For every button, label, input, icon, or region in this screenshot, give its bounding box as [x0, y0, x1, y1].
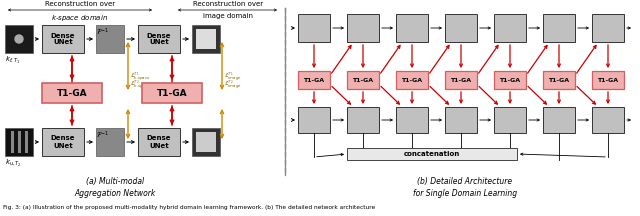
- Circle shape: [15, 35, 23, 43]
- Text: $\mathcal{L}_{image}^{T_1}$: $\mathcal{L}_{image}^{T_1}$: [224, 70, 242, 83]
- Bar: [543, 14, 575, 42]
- Bar: [142, 83, 202, 103]
- Text: $\mathcal{L}_{image}^{T_2}$: $\mathcal{L}_{image}^{T_2}$: [224, 78, 242, 91]
- Text: Dense
UNet: Dense UNet: [147, 135, 172, 149]
- Bar: [347, 14, 379, 42]
- Text: $k_{f,T_1}$: $k_{f,T_1}$: [5, 55, 20, 66]
- Bar: [494, 71, 526, 89]
- Bar: [196, 29, 216, 49]
- Bar: [42, 25, 84, 53]
- Text: image domain: image domain: [203, 13, 253, 19]
- Text: T1-GA: T1-GA: [401, 78, 422, 83]
- Bar: [5, 128, 33, 156]
- Bar: [298, 71, 330, 89]
- Bar: [494, 14, 526, 42]
- Bar: [298, 14, 330, 42]
- Bar: [445, 14, 477, 42]
- Bar: [543, 107, 575, 133]
- Text: Dense
UNet: Dense UNet: [51, 32, 76, 46]
- Bar: [347, 71, 379, 89]
- Bar: [543, 71, 575, 89]
- Bar: [25, 131, 28, 153]
- Text: $k$-space domain: $k$-space domain: [51, 13, 109, 23]
- Text: T1-GA: T1-GA: [451, 78, 472, 83]
- Text: $\mathcal{F}^{-1}$: $\mathcal{F}^{-1}$: [96, 27, 109, 38]
- Text: Reconstruction over: Reconstruction over: [193, 1, 263, 7]
- Text: $\mathcal{L}_{k\text{-}space}^{T_2}$: $\mathcal{L}_{k\text{-}space}^{T_2}$: [130, 78, 150, 91]
- Bar: [5, 25, 33, 53]
- Text: T1-GA: T1-GA: [57, 89, 87, 97]
- Bar: [592, 107, 624, 133]
- Bar: [96, 128, 124, 156]
- Text: (a) Multi-modal
Aggregation Network: (a) Multi-modal Aggregation Network: [74, 177, 156, 198]
- Bar: [192, 25, 220, 53]
- Text: (b) Detailed Architecture
for Single Domain Learning: (b) Detailed Architecture for Single Dom…: [413, 177, 517, 198]
- Bar: [347, 107, 379, 133]
- Bar: [494, 107, 526, 133]
- Text: Dense
UNet: Dense UNet: [147, 32, 172, 46]
- Bar: [445, 71, 477, 89]
- Bar: [192, 128, 220, 156]
- Bar: [96, 25, 124, 53]
- Text: T1-GA: T1-GA: [597, 78, 619, 83]
- Bar: [18, 131, 21, 153]
- Text: Reconstruction over: Reconstruction over: [45, 1, 115, 7]
- Bar: [445, 107, 477, 133]
- Bar: [42, 83, 102, 103]
- Text: concatenation: concatenation: [404, 151, 460, 157]
- Bar: [196, 132, 216, 152]
- Text: Fig. 3: (a) Illustration of the proposed multi-modality hybrid domain learning f: Fig. 3: (a) Illustration of the proposed…: [3, 205, 375, 210]
- Bar: [347, 148, 517, 160]
- Bar: [396, 14, 428, 42]
- Bar: [298, 107, 330, 133]
- Bar: [138, 128, 180, 156]
- Text: $k_{u,T_2}$: $k_{u,T_2}$: [5, 158, 22, 169]
- Text: $\mathcal{F}^{-1}$: $\mathcal{F}^{-1}$: [96, 130, 109, 141]
- Bar: [42, 128, 84, 156]
- Text: Dense
UNet: Dense UNet: [51, 135, 76, 149]
- Text: T1-GA: T1-GA: [548, 78, 570, 83]
- Text: $\mathcal{L}_{k\text{-}space}^{T_1}$: $\mathcal{L}_{k\text{-}space}^{T_1}$: [130, 70, 150, 83]
- Text: T1-GA: T1-GA: [157, 89, 188, 97]
- Text: T1-GA: T1-GA: [499, 78, 520, 83]
- Text: T1-GA: T1-GA: [353, 78, 374, 83]
- Bar: [592, 14, 624, 42]
- Bar: [11, 131, 14, 153]
- Bar: [592, 71, 624, 89]
- Bar: [396, 107, 428, 133]
- Text: T1-GA: T1-GA: [303, 78, 324, 83]
- Bar: [396, 71, 428, 89]
- Bar: [138, 25, 180, 53]
